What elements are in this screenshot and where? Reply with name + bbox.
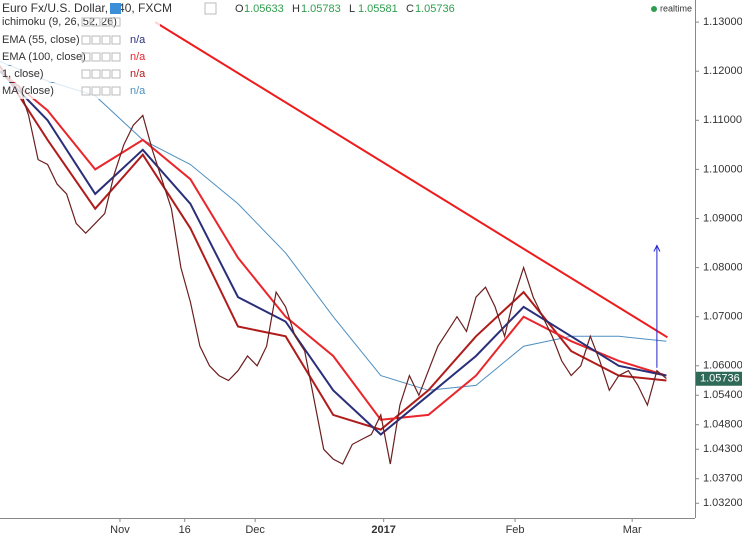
legend-button[interactable] <box>91 35 101 45</box>
ohlc-text: L <box>349 3 355 15</box>
plot: 1.03200 1.03700 1.04300 1.04800 1.05400 1.060… <box>0 16 742 536</box>
ohlc-text: O <box>235 3 244 15</box>
x-tick-label: Dec <box>245 524 265 536</box>
legend-button[interactable] <box>91 86 101 96</box>
status: realtime <box>660 3 692 13</box>
legend-button[interactable] <box>91 17 101 27</box>
overlay: Euro Fx/U.S. Dollar, 240, FXCM realtime … <box>0 1 692 99</box>
legend-button[interactable] <box>91 69 101 79</box>
x-tick-label: Feb <box>506 524 525 536</box>
chart-title: Euro Fx/U.S. Dollar, 240, FXCM <box>2 1 172 15</box>
y-tick-label: 1.11000 <box>703 114 742 126</box>
legend-button[interactable] <box>111 86 121 96</box>
legend-button[interactable] <box>101 35 111 45</box>
legend-label: 1, close) <box>2 68 44 80</box>
ohlc-text: 1.05783 <box>301 3 341 15</box>
y-tick-label: 1.06000 <box>703 360 742 372</box>
trendline <box>154 21 668 339</box>
legend-button[interactable] <box>111 17 121 27</box>
legend-button[interactable] <box>101 52 111 62</box>
status-dot <box>651 6 657 12</box>
x-tick-label: Nov <box>110 524 130 536</box>
indicator-line <box>0 60 667 391</box>
y-tick-label: 1.03200 <box>703 497 742 509</box>
legend-button[interactable] <box>81 69 91 79</box>
indicator-line <box>0 70 667 421</box>
legend-button[interactable] <box>81 52 91 62</box>
arrow-head <box>653 244 661 252</box>
indicator-line <box>0 65 667 431</box>
legend-label: EMA (55, close) <box>2 34 80 46</box>
y-tick-label: 1.13000 <box>703 16 742 28</box>
y-tick-label: 1.04800 <box>703 419 742 431</box>
ohlc-text: C <box>406 3 414 15</box>
x-tick-label: Mar <box>623 524 642 536</box>
last-price-label: 1.05736 <box>700 373 740 385</box>
legend-button[interactable] <box>81 35 91 45</box>
y-tick-label: 1.04300 <box>703 443 742 455</box>
legend-button[interactable] <box>111 52 121 62</box>
indicator-line <box>0 70 667 436</box>
legend-button[interactable] <box>111 69 121 79</box>
legend-status: n/a <box>130 68 146 80</box>
legend-status: n/a <box>130 85 146 97</box>
legend-button[interactable] <box>111 35 121 45</box>
legend-button[interactable] <box>81 17 91 27</box>
eye-icon[interactable] <box>110 3 121 14</box>
legend-label: EMA (100, close) <box>2 51 86 63</box>
legend-button[interactable] <box>81 86 91 96</box>
y-tick-label: 1.07000 <box>703 311 742 323</box>
legend-label: MA (close) <box>2 85 54 97</box>
legend-label: ichimoku (9, 26, 52, 26) <box>2 16 117 28</box>
y-tick-label: 1.10000 <box>703 163 742 175</box>
ohlc-text: H <box>292 3 300 15</box>
legend-button[interactable] <box>101 86 111 96</box>
price-line <box>0 65 667 465</box>
ohlc-text: 1.05633 <box>244 3 284 15</box>
legend-status: n/a <box>130 34 146 46</box>
x-tick-label: 16 <box>179 524 191 536</box>
settings-icon[interactable] <box>204 2 217 15</box>
y-tick-label: 1.03700 <box>703 473 742 485</box>
ohlc-text: 1.05736 <box>415 3 455 15</box>
last-price-box <box>696 371 742 386</box>
x-tick-label: 2017 <box>371 524 395 536</box>
y-tick-label: 1.12000 <box>703 65 742 77</box>
y-tick-label: 1.08000 <box>703 261 742 273</box>
legend-button[interactable] <box>101 69 111 79</box>
legend-button[interactable] <box>101 17 111 27</box>
ohlc-text: 1.05581 <box>358 3 398 15</box>
legend-button[interactable] <box>91 52 101 62</box>
y-tick-label: 1.05400 <box>703 389 742 401</box>
y-tick-label: 1.09000 <box>703 212 742 224</box>
legend-status: n/a <box>130 51 146 63</box>
